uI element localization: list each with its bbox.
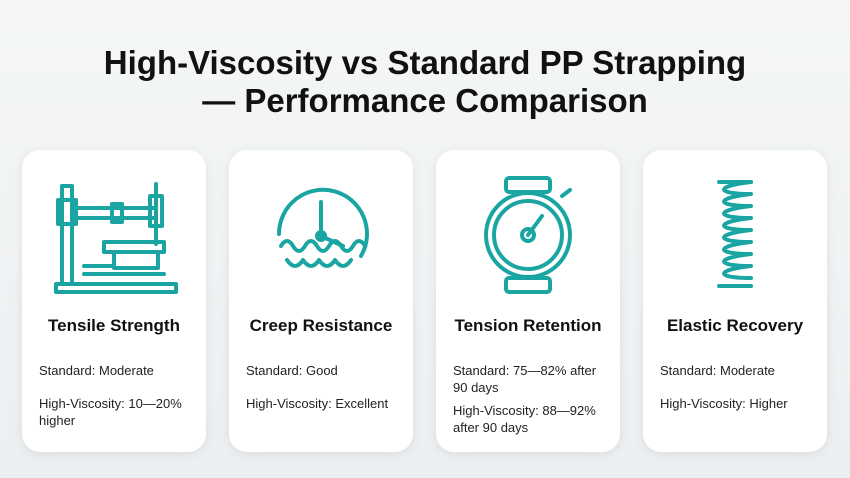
card-heading: Tension Retention (454, 316, 602, 335)
card-heading: Elastic Recovery (666, 316, 804, 335)
high-viscosity-text: High-Viscosity: 10—20% higher (39, 396, 182, 428)
standard-text: Standard: Moderate (660, 363, 775, 378)
icon (484, 176, 572, 294)
high-viscosity-text: High-Viscosity: Higher (660, 396, 788, 411)
icon (54, 182, 178, 294)
title: High-Viscosity vs Standard PP Strapping … (103, 44, 747, 119)
card: Tensile Strength Standard: Moderate High… (22, 150, 206, 452)
icon (717, 180, 753, 288)
card: Creep Resistance Standard: Good High-Vis… (229, 150, 413, 452)
card: Tension Retention Standard: 75—82% after… (436, 150, 620, 452)
card-heading: Creep Resistance (249, 316, 393, 335)
card: Elastic Recovery Standard: Moderate High… (643, 150, 827, 452)
high-viscosity-text: High-Viscosity: Excellent (246, 396, 389, 411)
card-heading: Tensile Strength (48, 316, 180, 335)
standard-text: Standard: Good (246, 363, 338, 378)
standard-text: Standard: 75—82% after 90 days (453, 363, 597, 395)
standard-text: Standard: Moderate (39, 363, 154, 378)
high-viscosity-text: High-Viscosity: 88—92% after 90 days (453, 403, 596, 435)
icon (276, 187, 369, 268)
